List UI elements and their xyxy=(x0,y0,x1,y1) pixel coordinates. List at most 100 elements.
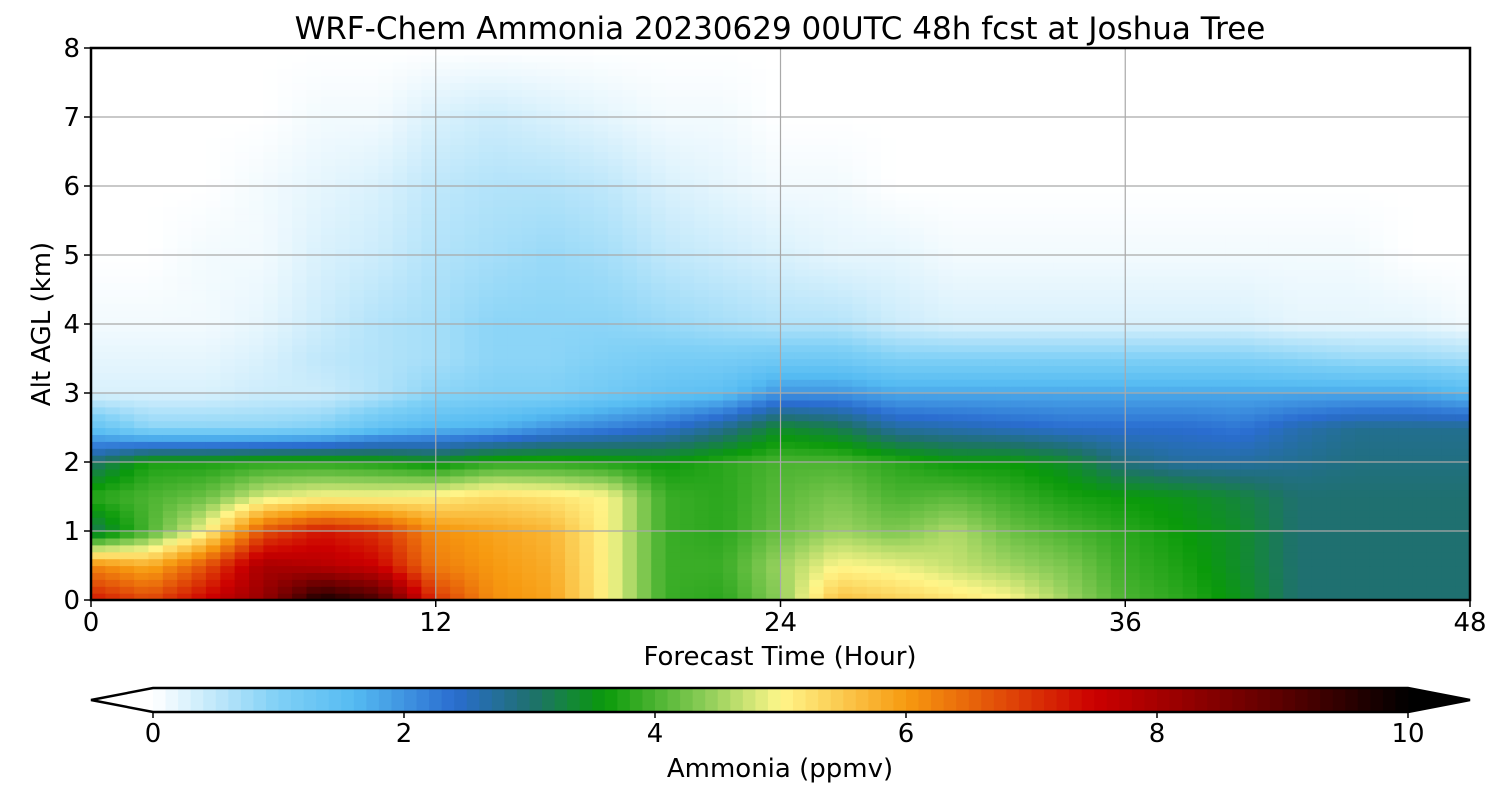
heatmap-cell xyxy=(1426,275,1442,284)
heatmap-cell xyxy=(1426,593,1442,601)
heatmap-cell xyxy=(651,524,667,532)
heatmap-cell xyxy=(349,330,365,339)
heatmap-cell xyxy=(1412,593,1428,601)
heatmap-cell xyxy=(1010,255,1026,263)
heatmap-cell xyxy=(723,468,738,477)
heatmap-cell xyxy=(378,344,394,353)
heatmap-cell xyxy=(1168,358,1184,366)
heatmap-cell xyxy=(277,565,293,573)
heatmap-cell xyxy=(967,330,983,339)
heatmap-cell xyxy=(1240,593,1256,601)
heatmap-cell xyxy=(536,337,552,346)
heatmap-cell xyxy=(1182,255,1198,263)
heatmap-cell xyxy=(1211,503,1227,511)
heatmap-cell xyxy=(952,406,968,415)
heatmap-cell xyxy=(450,324,466,332)
heatmap-cell xyxy=(134,420,150,429)
heatmap-cell xyxy=(665,261,681,270)
heatmap-cell xyxy=(651,330,667,339)
heatmap-cell xyxy=(708,406,724,415)
heatmap-cell xyxy=(837,537,853,546)
heatmap-cell xyxy=(1067,427,1083,435)
heatmap-cell xyxy=(1441,255,1457,263)
heatmap-cell xyxy=(349,572,365,580)
heatmap-cell xyxy=(737,275,753,284)
heatmap-cell xyxy=(1326,482,1342,491)
heatmap-cell xyxy=(895,537,911,546)
heatmap-cell xyxy=(1168,275,1184,284)
heatmap-cell xyxy=(679,572,695,580)
heatmap-cell xyxy=(1197,565,1213,573)
heatmap-cell xyxy=(249,593,264,601)
heatmap-cell xyxy=(306,248,322,256)
heatmap-cell xyxy=(1254,296,1270,304)
heatmap-cell xyxy=(363,379,379,387)
heatmap-cell xyxy=(1355,303,1371,311)
heatmap-cell xyxy=(766,496,782,504)
heatmap-cell xyxy=(794,455,810,463)
heatmap-cell xyxy=(320,558,336,567)
heatmap-cell xyxy=(119,261,135,270)
heatmap-cell xyxy=(349,496,365,504)
heatmap-cell xyxy=(1067,448,1083,456)
heatmap-cell xyxy=(1139,351,1155,360)
heatmap-cell xyxy=(450,448,466,456)
heatmap-cell xyxy=(1039,531,1055,539)
heatmap-cell xyxy=(766,344,782,353)
heatmap-cell xyxy=(205,420,221,429)
heatmap-cell xyxy=(909,496,925,504)
heatmap-cell xyxy=(751,475,767,484)
heatmap-cell xyxy=(1225,565,1241,573)
heatmap-cell xyxy=(1455,420,1471,429)
heatmap-cell xyxy=(622,399,638,408)
heatmap-cell xyxy=(794,448,810,456)
heatmap-cell xyxy=(1168,572,1184,580)
heatmap-cell xyxy=(952,413,968,422)
heatmap-cell xyxy=(823,330,839,339)
heatmap-cell xyxy=(407,261,422,270)
heatmap-cell xyxy=(1125,455,1141,463)
heatmap-cell xyxy=(536,468,552,477)
heatmap-cell xyxy=(967,379,983,387)
heatmap-cell xyxy=(162,572,178,580)
heatmap-cell xyxy=(866,468,882,477)
heatmap-cell xyxy=(277,482,293,491)
heatmap-cell xyxy=(1082,248,1098,256)
heatmap-cell xyxy=(550,317,566,325)
heatmap-cell xyxy=(162,406,178,415)
heatmap-cell xyxy=(1039,282,1055,291)
heatmap-cell xyxy=(565,455,580,463)
heatmap-cell xyxy=(938,524,954,532)
heatmap-cell xyxy=(421,551,437,560)
heatmap-cell xyxy=(622,475,638,484)
heatmap-cell xyxy=(1283,344,1299,353)
heatmap-cell xyxy=(1412,324,1428,332)
heatmap-cell xyxy=(191,517,207,525)
heatmap-cell xyxy=(1326,503,1342,511)
heatmap-cell xyxy=(119,386,135,394)
heatmap-cell xyxy=(593,489,609,498)
heatmap-cell xyxy=(1039,455,1055,463)
heatmap-cell xyxy=(1153,544,1169,553)
heatmap-cell xyxy=(967,372,983,380)
heatmap-cell xyxy=(119,330,135,339)
heatmap-cell xyxy=(407,503,422,511)
heatmap-cell xyxy=(1383,565,1399,573)
heatmap-cell xyxy=(823,296,839,304)
heatmap-cell xyxy=(866,496,882,504)
heatmap-cell xyxy=(1268,544,1284,553)
heatmap-cell xyxy=(119,544,135,553)
heatmap-cell xyxy=(1268,413,1284,422)
heatmap-cell xyxy=(1340,358,1356,366)
heatmap-cell xyxy=(1082,303,1098,311)
heatmap-cell xyxy=(1355,434,1371,442)
heatmap-cell xyxy=(579,537,595,546)
heatmap-cell xyxy=(435,565,451,573)
heatmap-cell xyxy=(464,434,480,442)
heatmap-cell xyxy=(1426,296,1442,304)
heatmap-cell xyxy=(995,558,1011,567)
heatmap-cell xyxy=(249,379,264,387)
heatmap-cell xyxy=(1067,337,1083,346)
heatmap-cell xyxy=(1455,551,1471,560)
heatmap-cell xyxy=(995,261,1011,270)
